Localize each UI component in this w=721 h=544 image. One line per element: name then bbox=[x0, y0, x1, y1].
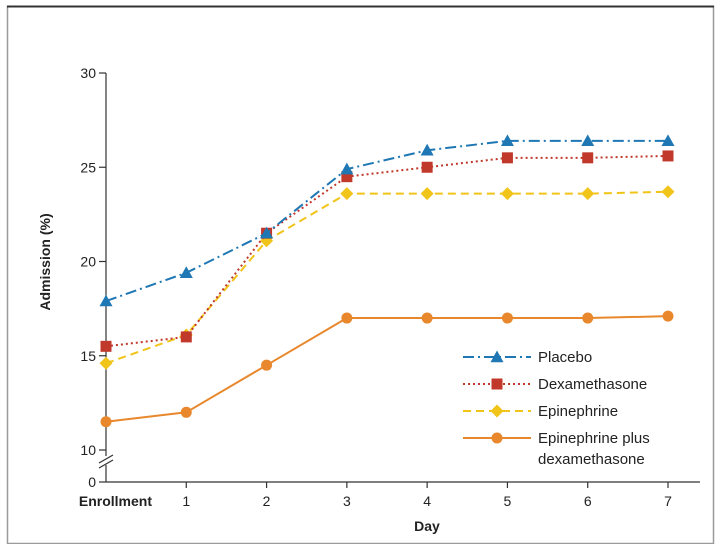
triangle-marker bbox=[661, 134, 675, 147]
diamond-marker bbox=[581, 187, 595, 201]
square-marker bbox=[100, 340, 112, 352]
series-line bbox=[105, 315, 669, 423]
legend-item: Epinephrine plus dexamethasone bbox=[463, 430, 650, 468]
y-tick-label: 20 bbox=[80, 254, 96, 270]
circle-marker bbox=[180, 406, 192, 418]
series-epinephrine-plus-dexamethasone bbox=[100, 310, 674, 428]
y-tick-label: 25 bbox=[80, 159, 96, 175]
triangle-marker bbox=[179, 266, 193, 279]
triangle-marker bbox=[260, 226, 274, 239]
legend: Placebo Dexamethasone Epinephrine Epinephri… bbox=[463, 349, 650, 468]
square-marker bbox=[662, 150, 674, 162]
diamond-marker bbox=[661, 185, 675, 199]
x-tick-label: 6 bbox=[584, 493, 592, 509]
x-tick-label: 7 bbox=[664, 493, 672, 509]
legend-item: Epinephrine bbox=[463, 403, 618, 420]
square-marker bbox=[501, 152, 513, 164]
x-tick-label: 4 bbox=[423, 493, 431, 509]
x-tick-label: 3 bbox=[343, 493, 351, 509]
series-layer bbox=[99, 134, 675, 428]
legend-label: dexamethasone bbox=[538, 451, 645, 468]
x-tick-label: 1 bbox=[182, 493, 190, 509]
series-placebo bbox=[99, 134, 675, 307]
triangle-marker bbox=[420, 143, 434, 156]
diamond-marker bbox=[340, 187, 354, 201]
legend-label: Dexamethasone bbox=[538, 376, 647, 393]
legend-label: Epinephrine bbox=[538, 403, 618, 420]
triangle-marker bbox=[500, 134, 514, 147]
square-marker bbox=[491, 378, 503, 390]
legend-item: Dexamethasone bbox=[463, 376, 647, 393]
square-marker bbox=[341, 171, 353, 183]
square-marker bbox=[180, 331, 192, 343]
x-tick-label: 2 bbox=[263, 493, 271, 509]
circle-marker bbox=[491, 432, 503, 444]
y-axis-break-mark bbox=[96, 454, 116, 469]
triangle-marker bbox=[99, 294, 113, 307]
axes bbox=[96, 73, 700, 483]
series-line bbox=[105, 154, 669, 348]
y-tick-label: 30 bbox=[80, 65, 96, 81]
series-line bbox=[105, 190, 669, 365]
legend-label: Epinephrine plus bbox=[538, 430, 650, 447]
x-axis-title: Day bbox=[414, 518, 440, 534]
x-ticks: Enrollment 1 2 3 4 5 6 7 bbox=[79, 482, 672, 509]
square-marker bbox=[582, 152, 594, 164]
circle-marker bbox=[261, 359, 273, 371]
legend-label: Placebo bbox=[538, 349, 592, 366]
diamond-marker bbox=[420, 187, 434, 201]
circle-marker bbox=[341, 312, 353, 324]
legend-item: Placebo bbox=[463, 349, 592, 366]
circle-marker bbox=[421, 312, 433, 324]
y-tick-label: 10 bbox=[80, 442, 96, 458]
circle-marker bbox=[662, 310, 674, 322]
circle-marker bbox=[100, 416, 112, 428]
diamond-marker bbox=[500, 187, 514, 201]
x-tick-label: Enrollment bbox=[79, 493, 152, 509]
diamond-marker bbox=[490, 404, 504, 418]
circle-marker bbox=[501, 312, 513, 324]
y-tick-label: 15 bbox=[80, 348, 96, 364]
y-ticks: 0 10 15 20 25 30 bbox=[80, 65, 106, 490]
square-marker bbox=[421, 161, 433, 173]
y-tick-label: 0 bbox=[88, 474, 96, 490]
x-tick-label: 5 bbox=[504, 493, 512, 509]
triangle-marker bbox=[581, 134, 595, 147]
triangle-marker bbox=[340, 162, 354, 175]
triangle-marker bbox=[490, 350, 504, 363]
diamond-marker bbox=[99, 356, 113, 370]
y-axis-title: Admission (%) bbox=[37, 213, 53, 310]
series-line bbox=[105, 139, 668, 303]
circle-marker bbox=[582, 312, 594, 324]
